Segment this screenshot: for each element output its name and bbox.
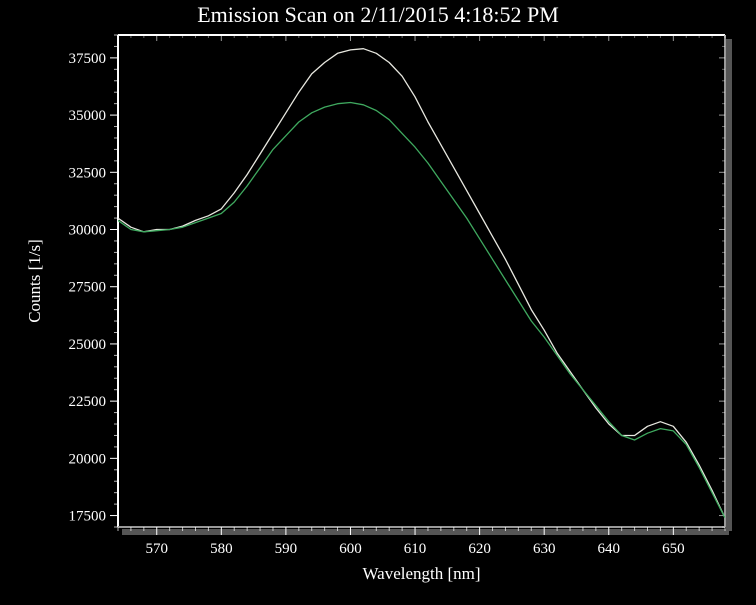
svg-text:32500: 32500 [69, 165, 107, 181]
svg-text:580: 580 [210, 541, 233, 557]
svg-text:30000: 30000 [69, 223, 107, 239]
svg-text:22500: 22500 [69, 394, 107, 410]
svg-text:650: 650 [662, 541, 685, 557]
svg-text:620: 620 [468, 541, 491, 557]
svg-text:17500: 17500 [69, 509, 107, 525]
svg-text:640: 640 [598, 541, 621, 557]
chart-container: Emission Scan on 2/11/2015 4:18:52 PM 57… [0, 0, 756, 605]
svg-text:20000: 20000 [69, 451, 107, 467]
svg-text:35000: 35000 [69, 108, 107, 124]
svg-text:570: 570 [145, 541, 168, 557]
svg-text:Wavelength [nm]: Wavelength [nm] [362, 564, 480, 583]
svg-text:37500: 37500 [69, 51, 107, 67]
svg-text:Counts [1/s]: Counts [1/s] [25, 239, 44, 323]
svg-text:630: 630 [533, 541, 556, 557]
svg-text:590: 590 [275, 541, 298, 557]
svg-text:600: 600 [339, 541, 362, 557]
svg-text:610: 610 [404, 541, 427, 557]
svg-text:25000: 25000 [69, 337, 107, 353]
svg-text:27500: 27500 [69, 280, 107, 296]
chart-plot: 570 580 590 600 610 620 630 640 650 17500 20000 225… [0, 0, 756, 605]
